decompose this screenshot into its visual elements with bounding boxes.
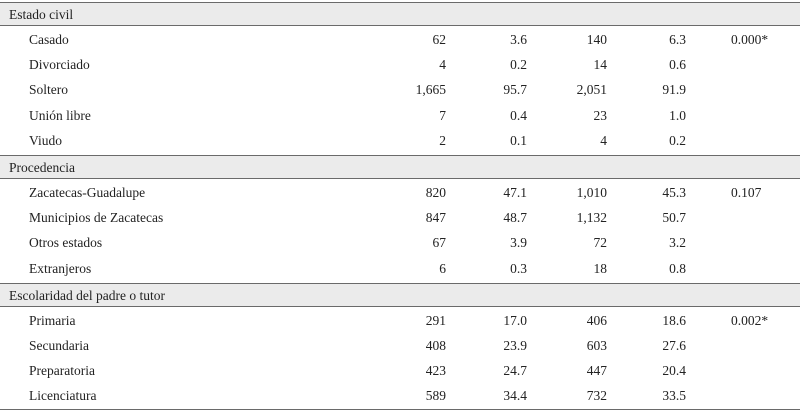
table-row: Otros estados 67 3.9 72 3.2 [0, 231, 800, 256]
count-group-2: 140 [586, 32, 607, 47]
row-label: Soltero [29, 82, 68, 97]
percent-group-1: 23.9 [503, 338, 527, 353]
count-group-1: 408 [425, 338, 446, 353]
count-group-2: 14 [593, 57, 608, 72]
count-group-1: 4 [439, 57, 446, 72]
section-header-estado-civil: Estado civil [0, 2, 800, 26]
percent-group-1: 3.6 [510, 32, 527, 47]
count-group-1: 847 [425, 210, 446, 225]
row-label: Unión libre [29, 108, 91, 123]
row-label: Divorciado [29, 57, 90, 72]
section-header-escolaridad: Escolaridad del padre o tutor [0, 283, 800, 307]
count-group-1: 423 [425, 363, 446, 378]
table-row: Casado 62 3.6 140 6.3 0.000* [0, 28, 800, 53]
section-header-procedencia: Procedencia [0, 155, 800, 179]
section-title: Procedencia [9, 160, 75, 175]
row-label: Viudo [29, 133, 62, 148]
count-group-2: 1,010 [576, 185, 607, 200]
count-group-1: 1,665 [415, 82, 446, 97]
percent-group-2: 91.9 [662, 82, 686, 97]
count-group-1: 6 [439, 261, 446, 276]
row-label: Zacatecas-Guadalupe [29, 185, 146, 200]
row-label: Otros estados [29, 235, 103, 250]
table-row: Licenciatura 589 34.4 732 33.5 [0, 384, 800, 409]
table-row: Primaria 291 17.0 406 18.6 0.002* [0, 309, 800, 334]
count-group-1: 2 [439, 133, 446, 148]
table-row: Secundaria 408 23.9 603 27.6 [0, 334, 800, 359]
percent-group-2: 6.3 [669, 32, 686, 47]
percent-group-1: 3.9 [510, 235, 527, 250]
count-group-2: 72 [593, 235, 608, 250]
percent-group-2: 1.0 [669, 108, 686, 123]
percent-group-2: 18.6 [662, 313, 686, 328]
count-group-2: 732 [586, 388, 607, 403]
row-label: Casado [29, 32, 69, 47]
percent-group-2: 45.3 [662, 185, 686, 200]
percent-group-2: 27.6 [662, 338, 686, 353]
percent-group-1: 34.4 [503, 388, 527, 403]
row-label: Secundaria [29, 338, 89, 353]
count-group-1: 291 [425, 313, 446, 328]
count-group-2: 406 [586, 313, 607, 328]
row-label: Licenciatura [29, 388, 97, 403]
table-row: Municipios de Zacatecas 847 48.7 1,132 5… [0, 206, 800, 231]
percent-group-2: 0.2 [669, 133, 686, 148]
percent-group-1: 95.7 [503, 82, 527, 97]
table-row: Unión libre 7 0.4 23 1.0 [0, 104, 800, 129]
percent-group-2: 20.4 [662, 363, 686, 378]
percent-group-1: 0.3 [510, 261, 527, 276]
percent-group-1: 0.1 [510, 133, 527, 148]
table-row: Viudo 2 0.1 4 0.2 [0, 129, 800, 154]
row-label: Primaria [29, 313, 76, 328]
row-label: Extranjeros [29, 261, 92, 276]
bottom-rule [0, 409, 800, 410]
percent-group-1: 47.1 [503, 185, 527, 200]
table-row: Zacatecas-Guadalupe 820 47.1 1,010 45.3 … [0, 181, 800, 206]
percent-group-2: 0.6 [669, 57, 686, 72]
count-group-1: 7 [439, 108, 446, 123]
count-group-2: 2,051 [576, 82, 607, 97]
row-label: Preparatoria [29, 363, 95, 378]
section-title: Escolaridad del padre o tutor [9, 288, 165, 303]
percent-group-2: 3.2 [669, 235, 686, 250]
p-value: 0.002* [731, 313, 769, 328]
count-group-2: 4 [600, 133, 607, 148]
percent-group-2: 33.5 [662, 388, 686, 403]
p-value: 0.107 [731, 185, 762, 200]
table-row: Soltero 1,665 95.7 2,051 91.9 [0, 78, 800, 103]
percent-group-1: 17.0 [503, 313, 527, 328]
count-group-2: 23 [593, 108, 608, 123]
count-group-2: 603 [586, 338, 607, 353]
table-row: Preparatoria 423 24.7 447 20.4 [0, 359, 800, 384]
section-title: Estado civil [9, 7, 74, 22]
percent-group-1: 0.4 [510, 108, 527, 123]
table-row: Extranjeros 6 0.3 18 0.8 [0, 257, 800, 282]
percent-group-1: 0.2 [510, 57, 527, 72]
percent-group-2: 0.8 [669, 261, 686, 276]
count-group-2: 18 [593, 261, 608, 276]
count-group-2: 1,132 [576, 210, 607, 225]
count-group-1: 820 [425, 185, 446, 200]
p-value: 0.000* [731, 32, 769, 47]
percent-group-1: 24.7 [503, 363, 527, 378]
row-label: Municipios de Zacatecas [29, 210, 164, 225]
count-group-2: 447 [586, 363, 607, 378]
count-group-1: 67 [432, 235, 447, 250]
count-group-1: 589 [425, 388, 446, 403]
percent-group-1: 48.7 [503, 210, 527, 225]
percent-group-2: 50.7 [662, 210, 686, 225]
table-row: Divorciado 4 0.2 14 0.6 [0, 53, 800, 78]
count-group-1: 62 [432, 32, 447, 47]
